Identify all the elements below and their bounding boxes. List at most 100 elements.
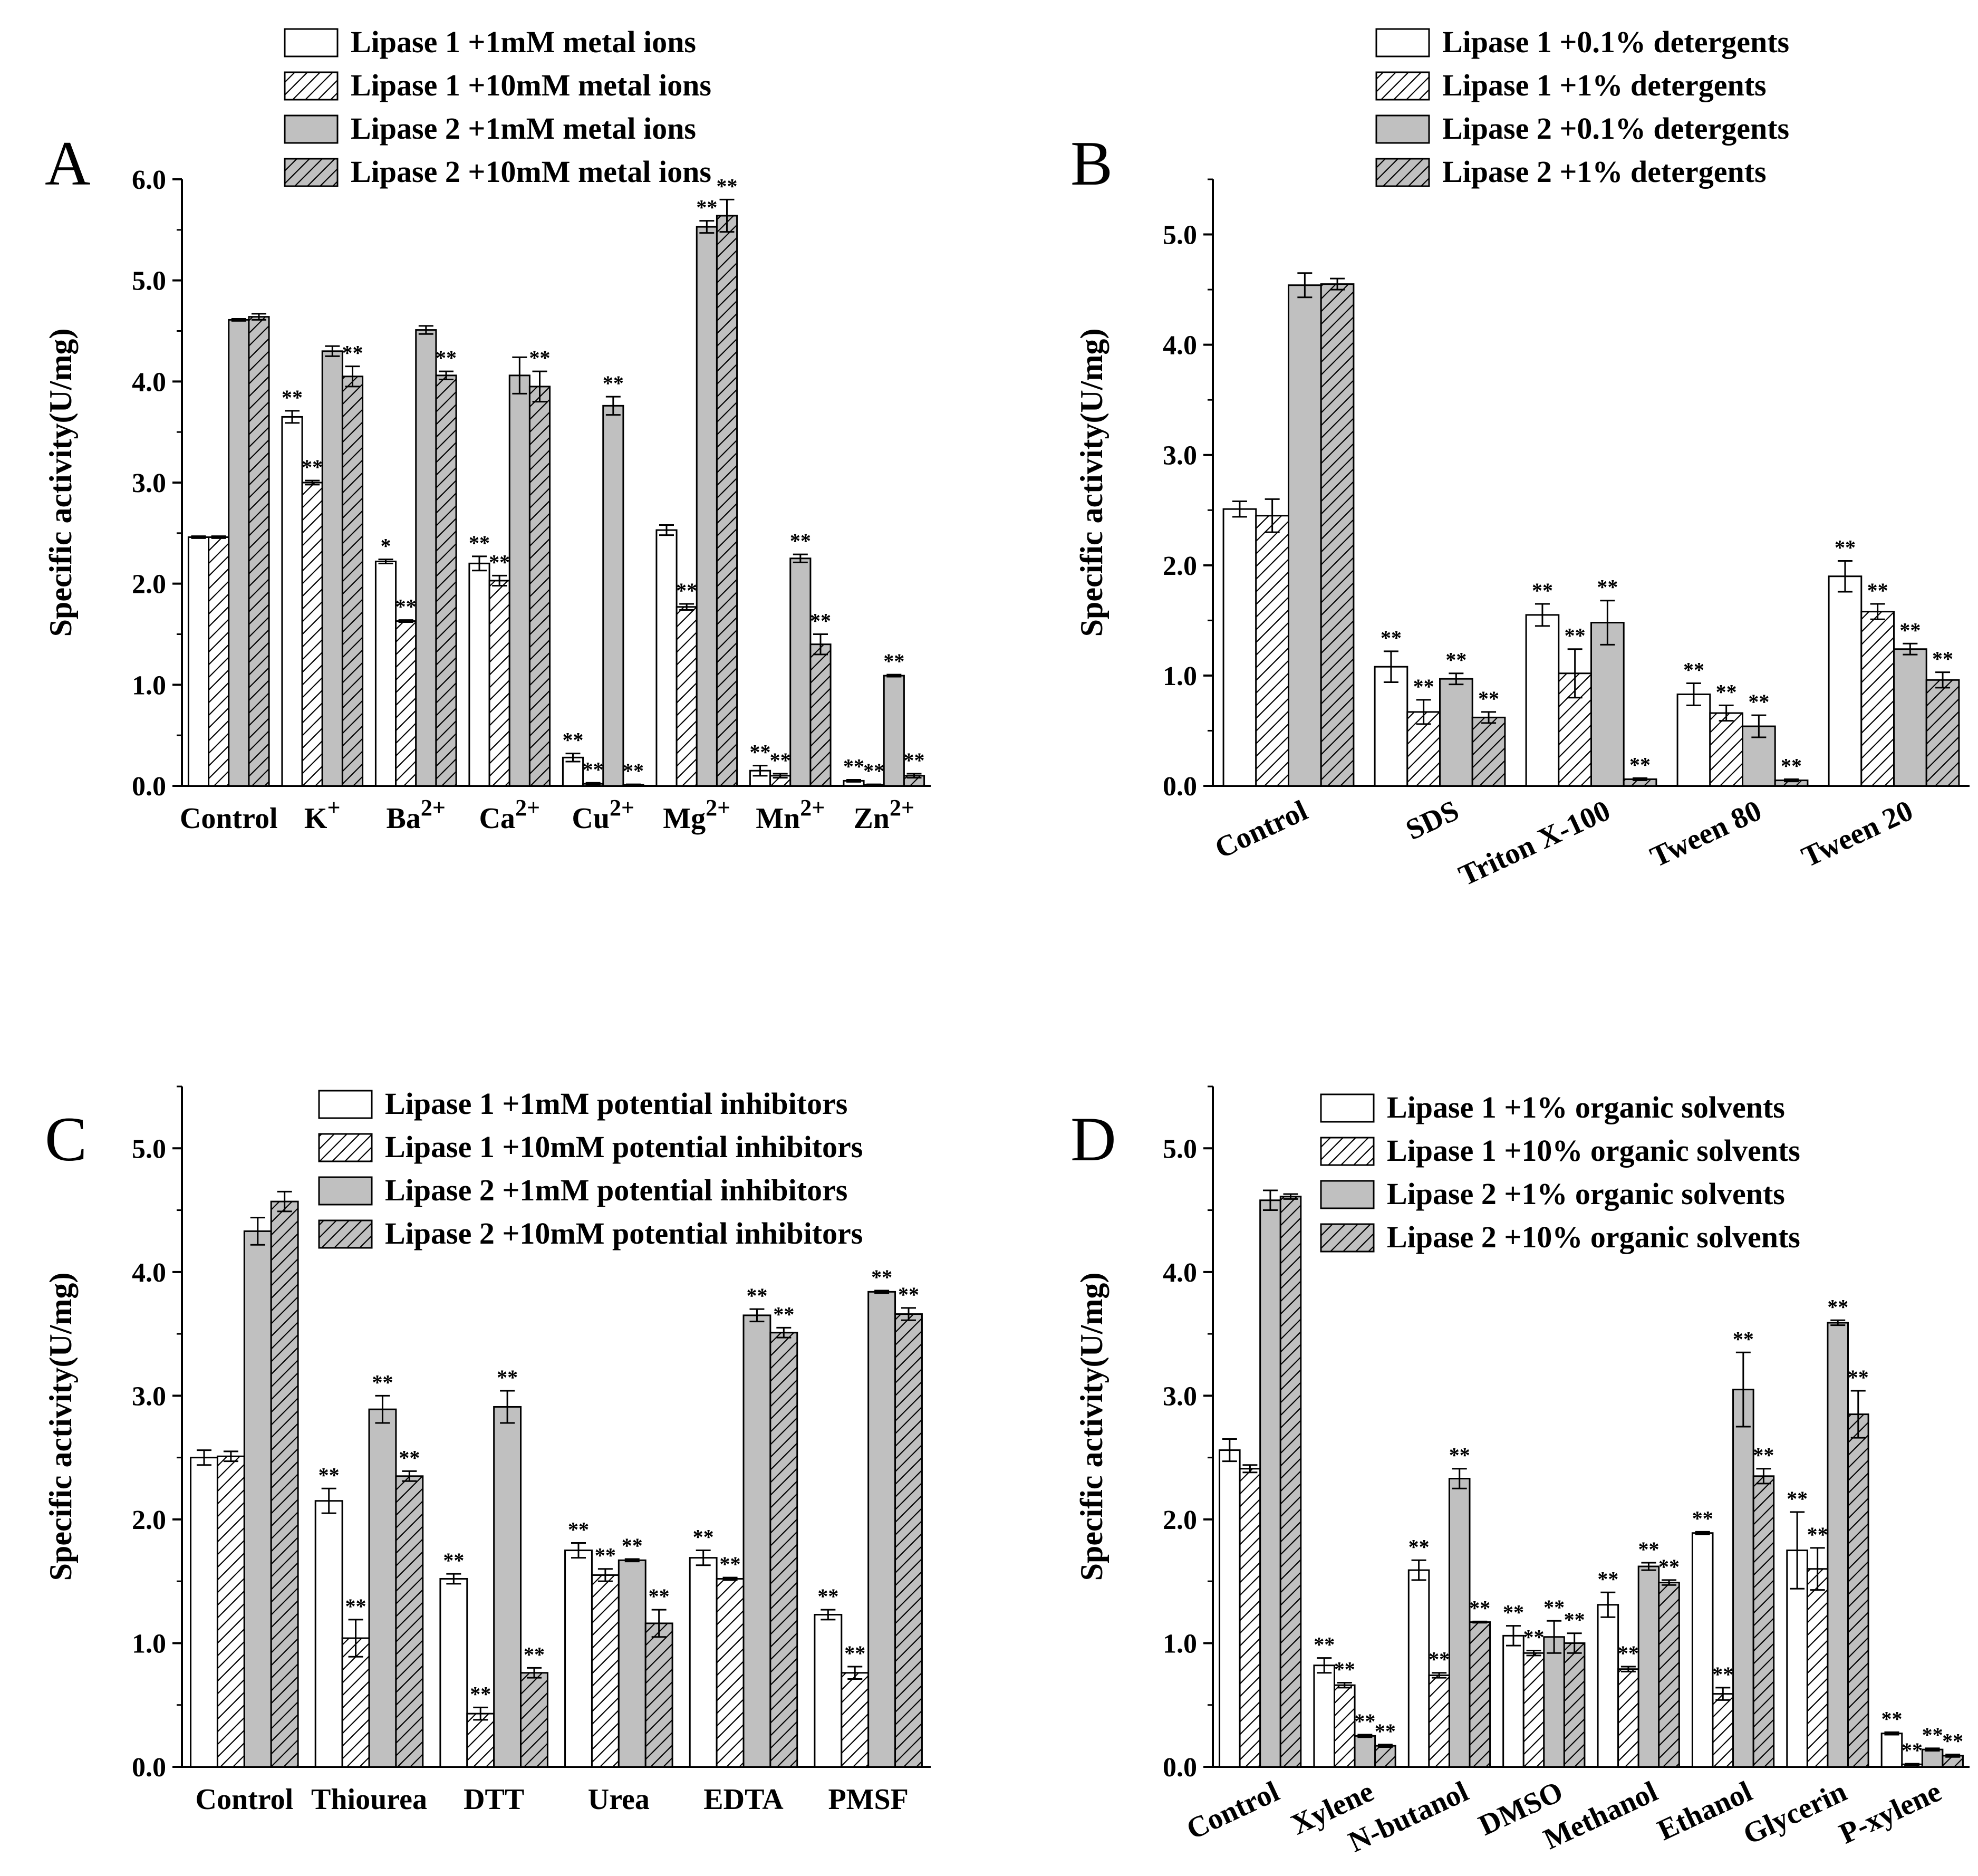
significance-label: ** bbox=[1807, 1523, 1828, 1546]
significance-label: ** bbox=[1597, 575, 1618, 599]
significance-label: ** bbox=[1375, 1719, 1396, 1743]
legend-label: Lipase 2 +1mM metal ions bbox=[351, 111, 696, 146]
bar bbox=[187, 536, 210, 787]
x-tick-label: Thiourea bbox=[311, 1783, 427, 1816]
significance-label: ** bbox=[1381, 626, 1402, 650]
y-tick-label: 3.0 bbox=[1163, 1381, 1197, 1411]
legend-swatch bbox=[284, 71, 339, 101]
significance-label: ** bbox=[1413, 675, 1434, 698]
bar bbox=[1637, 1565, 1660, 1768]
significance-label: ** bbox=[1449, 1444, 1470, 1467]
y-tick-label: 4.0 bbox=[132, 1258, 166, 1288]
y-tick-label: 3.0 bbox=[132, 1381, 166, 1411]
significance-label: ** bbox=[1469, 1596, 1490, 1620]
significance-label: ** bbox=[903, 748, 924, 772]
bar bbox=[1676, 693, 1711, 787]
legend-swatch bbox=[1320, 1093, 1375, 1123]
bar bbox=[1827, 1322, 1849, 1768]
significance-label: ** bbox=[883, 649, 904, 673]
significance-label: ** bbox=[395, 595, 417, 619]
significance-label: ** bbox=[696, 196, 717, 219]
bar bbox=[769, 1332, 798, 1768]
legend-swatch bbox=[284, 114, 339, 144]
bar bbox=[1893, 648, 1927, 787]
legend-swatch bbox=[318, 1176, 373, 1206]
x-tick-label: DTT bbox=[464, 1783, 524, 1816]
y-axis-label: Specific activity(U/mg) bbox=[43, 1273, 78, 1581]
y-tick-label: 1.0 bbox=[132, 670, 166, 700]
bar bbox=[314, 1500, 343, 1768]
bar bbox=[1320, 283, 1355, 787]
bar bbox=[208, 536, 230, 787]
bar bbox=[789, 557, 812, 787]
chart-panel-b: B 0.0 1.0 2.0 3.0 4.0 5.0 Specific activity(U/m… bbox=[1070, 25, 1970, 892]
legend-swatch bbox=[284, 28, 339, 57]
bar bbox=[1691, 1532, 1714, 1768]
bar bbox=[809, 643, 832, 787]
chart-panel-c: C 0.0 1.0 2.0 3.0 4.0 5.0 Specific activity(U/m… bbox=[43, 1085, 931, 1816]
x-tick-label: Zn2+ bbox=[853, 795, 914, 835]
legend: Lipase 1 +1mM potential inhibitors Lipase… bbox=[318, 1086, 863, 1250]
legend-swatch bbox=[318, 1133, 373, 1162]
x-tick-label: Tween 80 bbox=[1645, 794, 1767, 874]
bar bbox=[1806, 1568, 1829, 1768]
y-tick-label: 2.0 bbox=[1163, 1505, 1197, 1535]
bar bbox=[1469, 1621, 1491, 1768]
significance-label: ** bbox=[489, 550, 510, 574]
legend-label: Lipase 1 +1% organic solvents bbox=[1387, 1090, 1785, 1124]
significance-label: ** bbox=[1942, 1729, 1963, 1753]
bar bbox=[655, 529, 678, 787]
bar bbox=[841, 1672, 870, 1768]
bar bbox=[1590, 622, 1625, 787]
significance-label: ** bbox=[1902, 1738, 1923, 1762]
bar bbox=[493, 1406, 522, 1768]
significance-label: ** bbox=[770, 748, 791, 772]
bar bbox=[1847, 1413, 1869, 1768]
bar bbox=[1279, 1196, 1302, 1768]
significance-label: ** bbox=[1716, 680, 1737, 704]
significance-label: ** bbox=[342, 341, 363, 365]
significance-label: ** bbox=[1478, 687, 1499, 710]
significance-label: ** bbox=[1597, 1567, 1618, 1591]
y-tick-label: 5.0 bbox=[1163, 220, 1197, 251]
bar bbox=[1239, 1468, 1261, 1768]
legend-swatch bbox=[1375, 114, 1430, 144]
bar bbox=[1828, 575, 1863, 787]
bar bbox=[341, 376, 364, 787]
bar bbox=[1921, 1748, 1944, 1768]
bar bbox=[1502, 1634, 1524, 1768]
significance-label: ** bbox=[1523, 1625, 1545, 1649]
significance-label: ** bbox=[1848, 1365, 1869, 1389]
bar bbox=[814, 1614, 843, 1768]
bar bbox=[867, 1291, 896, 1768]
chart-panel-a: A 0.0 1.0 2.0 3.0 4.0 5.0 6.0 Specific activity(… bbox=[43, 25, 931, 835]
significance-label: ** bbox=[1314, 1633, 1335, 1657]
bar bbox=[270, 1200, 299, 1768]
bar bbox=[883, 675, 905, 787]
bar bbox=[894, 1313, 923, 1768]
significance-label: ** bbox=[1429, 1648, 1450, 1671]
legend-label: Lipase 2 +1% detergents bbox=[1442, 155, 1767, 189]
bar bbox=[1709, 712, 1743, 787]
y-axis-label: Specific activity(U/mg) bbox=[1074, 329, 1109, 637]
significance-label: ** bbox=[1787, 1487, 1808, 1511]
bar bbox=[1543, 1636, 1565, 1768]
significance-label: ** bbox=[676, 579, 697, 602]
x-tick-label: Control bbox=[1210, 794, 1313, 865]
bar bbox=[520, 1672, 548, 1768]
x-tick-label: Ba2+ bbox=[387, 795, 446, 835]
bar bbox=[1732, 1389, 1754, 1768]
legend: Lipase 1 +1% organic solvents Lipase 1 +1… bbox=[1320, 1090, 1800, 1254]
x-tick-label: Glycerin bbox=[1738, 1775, 1851, 1851]
significance-label: ** bbox=[1683, 658, 1704, 682]
x-tick-label: Control bbox=[1182, 1775, 1284, 1846]
significance-label: ** bbox=[1445, 648, 1466, 672]
significance-label: ** bbox=[863, 759, 884, 783]
bar bbox=[1428, 1674, 1450, 1768]
significance-label: ** bbox=[750, 740, 771, 764]
bar bbox=[488, 580, 510, 787]
legend: Lipase 1 +0.1% detergents Lipase 1 +1% de… bbox=[1375, 25, 1789, 189]
bar bbox=[415, 329, 437, 787]
bar bbox=[1752, 1475, 1775, 1768]
y-tick-label: 5.0 bbox=[1163, 1134, 1197, 1164]
